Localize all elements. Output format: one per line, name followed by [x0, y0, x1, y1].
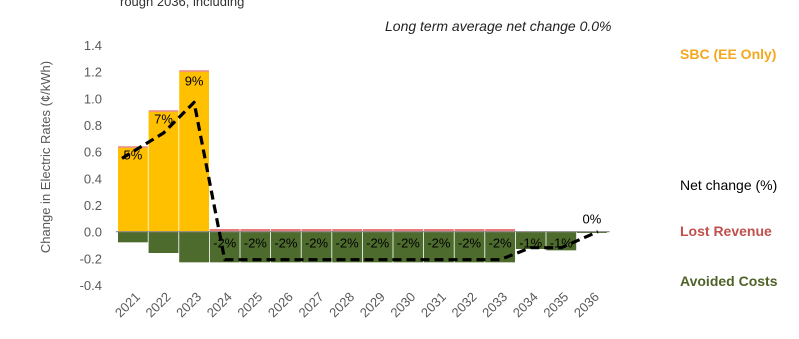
bar-avoided-costs-2036	[577, 231, 607, 233]
annotation-text: Long term average net change 0.0%	[385, 18, 612, 34]
y-tick-label: 0.2	[84, 198, 102, 213]
net-change-label: -2%	[244, 236, 268, 251]
bar-avoided-costs-2025	[240, 231, 271, 263]
net-change-label: -2%	[274, 236, 298, 251]
legend-label-avoided-costs: Avoided Costs	[680, 273, 778, 289]
bar-avoided-costs-2027	[301, 231, 332, 263]
net-change-label: 9%	[185, 74, 204, 89]
net-change-group: 5% 7% 9% -2% -2% -2% -2% -2% -2% -2% -2% -2% -2% -1% -…	[121, 74, 602, 262]
bar-avoided-costs-2034	[515, 231, 546, 249]
y-tick-label: 0.6	[84, 145, 102, 160]
legend-label-sbc: SBC (EE Only)	[680, 46, 776, 62]
bar-avoided-costs-2022	[148, 231, 179, 253]
bar-sbc-ee-only--2022	[148, 111, 179, 232]
bar-lost-revenue-2027	[301, 229, 332, 232]
bars-group	[118, 70, 607, 263]
net-change-label: 0%	[583, 212, 602, 227]
bar-lost-revenue-2022	[148, 110, 179, 112]
x-tick-label: 2031	[418, 289, 449, 320]
bar-lost-revenue-2031	[424, 229, 454, 232]
y-tick-labels: 1.4 1.2 1.0 0.8 0.6 0.4 0.2 0.0 -0.2 -0.4	[80, 38, 102, 293]
bar-avoided-costs-2023	[179, 231, 209, 263]
y-tick-label: 1.4	[84, 38, 102, 53]
y-tick-label: 1.2	[84, 65, 102, 80]
net-change-label: -2%	[305, 236, 329, 251]
bar-lost-revenue-2028	[332, 229, 362, 232]
bar-avoided-costs-2031	[424, 231, 454, 263]
bar-lost-revenue-2023	[179, 70, 209, 72]
net-change-label: -2%	[213, 236, 237, 251]
y-tick-label: -0.4	[80, 278, 102, 293]
bar-lost-revenue-2025	[240, 229, 271, 232]
net-change-label: -2%	[397, 236, 421, 251]
legend: SBC (EE Only) Net change (%) Lost Revenu…	[680, 46, 778, 289]
net-change-label: -1%	[550, 236, 574, 251]
x-tick-label: 2033	[479, 289, 510, 320]
net-change-label: -2%	[458, 236, 482, 251]
net-change-label: -2%	[366, 236, 390, 251]
x-tick-label: 2025	[234, 289, 265, 320]
bar-avoided-costs-2032	[454, 231, 485, 263]
x-tick-label: 2029	[357, 289, 388, 320]
bar-avoided-costs-2035	[546, 231, 577, 251]
header-fragment: rough 2036, including	[120, 0, 244, 9]
y-tick-label: 1.0	[84, 91, 102, 106]
bar-lost-revenue-2030	[393, 229, 424, 232]
y-tick-label: 0.4	[84, 171, 102, 186]
legend-label-net-change: Net change (%)	[680, 177, 777, 193]
bar-lost-revenue-2024	[209, 229, 240, 232]
y-tick-label: 0.8	[84, 118, 102, 133]
bar-lost-revenue-2021	[118, 146, 148, 148]
bar-avoided-costs-2026	[271, 231, 301, 263]
x-tick-label: 2032	[449, 289, 480, 320]
y-tick-label: 0.0	[84, 225, 102, 240]
net-change-label: -2%	[427, 236, 451, 251]
x-tick-label: 2028	[326, 289, 357, 320]
bar-lost-revenue-2032	[454, 229, 485, 232]
y-tick-label: -0.2	[80, 251, 102, 266]
bar-avoided-costs-2030	[393, 231, 424, 263]
bar-avoided-costs-2028	[332, 231, 362, 263]
x-tick-label: 2022	[143, 289, 174, 320]
net-change-label: 7%	[154, 112, 173, 127]
x-tick-label: 2027	[296, 289, 327, 320]
x-tick-label: 2034	[510, 289, 541, 320]
y-axis-label: Change in Electric Rates (¢/kWh)	[38, 61, 53, 253]
bar-sbc-ee-only--2021	[118, 147, 148, 232]
x-tick-label: 2021	[112, 289, 143, 320]
net-change-label: -2%	[336, 236, 360, 251]
x-tick-label: 2023	[173, 289, 204, 320]
bar-lost-revenue-2026	[271, 229, 301, 232]
x-tick-label: 2035	[540, 289, 571, 320]
bar-lost-revenue-2033	[485, 229, 515, 232]
net-change-line	[121, 100, 599, 262]
net-change-label: 5%	[124, 148, 143, 163]
x-tick-label: 2024	[204, 289, 235, 320]
bar-lost-revenue-2029	[362, 229, 393, 232]
bar-avoided-costs-2029	[362, 231, 393, 263]
net-change-label: -1%	[519, 236, 543, 251]
legend-label-lost-revenue: Lost Revenue	[680, 223, 772, 239]
bar-avoided-costs-2021	[118, 231, 148, 243]
x-tick-labels: 2021 2022 2023 2024 2025 2026 2027 2028 2029 2030…	[112, 289, 602, 320]
x-tick-label: 2030	[387, 289, 418, 320]
net-change-label: -2%	[489, 236, 513, 251]
x-tick-label: 2026	[265, 289, 296, 320]
bar-avoided-costs-2024	[209, 231, 240, 263]
x-tick-label: 2036	[571, 289, 602, 320]
